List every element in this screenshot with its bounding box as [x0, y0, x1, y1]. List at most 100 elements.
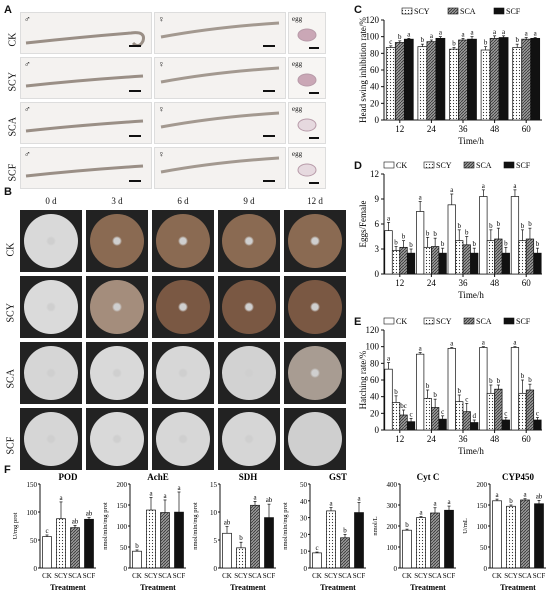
- x-tick-label: SCA: [428, 572, 442, 580]
- bar-CK: [416, 353, 425, 431]
- bar-SCF: [406, 421, 416, 431]
- plate-culture: [222, 412, 276, 466]
- y-tick-label: 40: [300, 498, 308, 506]
- bar-SCY: [518, 392, 527, 431]
- x-tick-label: SCF: [173, 572, 186, 580]
- legend-label-SCY: SCY: [414, 7, 430, 16]
- bar-CK: [479, 196, 488, 275]
- significance-letter: c: [441, 408, 444, 416]
- y-tick-label: 100: [477, 523, 488, 531]
- y-tick-label: 80: [370, 48, 380, 58]
- egg-shape: [297, 163, 317, 177]
- egg-ellipse: [297, 163, 317, 177]
- y-axis-label: U/mL: [462, 518, 469, 534]
- bar-SCA: [458, 39, 468, 121]
- x-tick-label: SCA: [338, 572, 352, 580]
- y-tick-label: 300: [387, 502, 398, 510]
- significance-letter: b: [409, 241, 413, 249]
- legend-label-SCF: SCF: [506, 7, 521, 16]
- significance-letter: b: [473, 240, 477, 248]
- bar-SCA: [399, 414, 408, 431]
- bar-SCY: [455, 240, 464, 275]
- significance-letter: b: [402, 233, 406, 241]
- y-tick-label: 100: [366, 342, 380, 352]
- significance-letter: a: [419, 509, 423, 517]
- scale-bar: [309, 182, 319, 184]
- bar-SCA: [431, 246, 440, 275]
- x-axis-label: Treatment: [140, 583, 176, 592]
- x-tick-label: 48: [490, 278, 500, 288]
- bar-SCA: [250, 504, 260, 569]
- egg-shape: [297, 28, 317, 42]
- plate-culture: [222, 346, 276, 400]
- significance-letter: a: [447, 498, 451, 506]
- y-tick-label: 150: [117, 502, 128, 510]
- significance-letter: b: [521, 222, 525, 230]
- female-nematode-image: ♀: [154, 102, 286, 144]
- female-nematode-shape: [160, 111, 280, 129]
- significance-letter: a: [513, 339, 517, 347]
- day-label: 12 d: [307, 196, 323, 206]
- x-tick-label: 24: [427, 124, 437, 134]
- bar-SCY: [385, 47, 396, 121]
- plate-culture: [90, 346, 144, 400]
- bar-SCY: [416, 517, 426, 569]
- bar-SCF: [438, 252, 447, 275]
- plate-culture: [90, 214, 144, 268]
- bar-CK: [492, 500, 502, 569]
- female-body: [160, 111, 280, 129]
- significance-letter: b: [497, 377, 501, 385]
- row-label-b-SCA: SCA: [5, 369, 17, 389]
- significance-letter: a: [450, 186, 454, 194]
- egg-image: egg: [288, 12, 326, 54]
- bar-SCF: [403, 38, 414, 121]
- x-tick-label: 48: [490, 124, 500, 134]
- panel-label-f: F: [4, 464, 11, 476]
- chart-title: Cyt C: [417, 472, 440, 482]
- significance-letter: a: [493, 28, 497, 36]
- x-tick-label: CK: [222, 572, 232, 580]
- y-tick-label: 100: [117, 523, 128, 531]
- x-axis-label: Time/h: [458, 136, 484, 146]
- significance-letter: a: [470, 29, 474, 37]
- significance-letter: ab: [86, 510, 93, 518]
- y-tick-label: 50: [480, 544, 488, 552]
- y-tick-label: 0: [375, 115, 380, 125]
- significance-letter: c: [315, 544, 318, 552]
- female-body: [160, 156, 280, 174]
- x-tick-label: 24: [427, 434, 437, 444]
- y-tick-label: 50: [30, 537, 38, 545]
- legend-swatch-CK: [383, 317, 395, 325]
- scale-bar: [129, 135, 141, 137]
- x-tick-label: SCY: [414, 572, 428, 580]
- significance-letter: b: [489, 377, 493, 385]
- panel-label-c: C: [354, 4, 362, 16]
- bar-SCY: [56, 518, 66, 569]
- y-tick-label: 150: [477, 502, 488, 510]
- petri-plate: [20, 210, 82, 272]
- legend-swatch-SCY: [401, 7, 413, 15]
- bar-SCY: [518, 240, 527, 275]
- female-nematode-image: ♀: [154, 147, 286, 189]
- significance-letter: b: [433, 230, 437, 238]
- significance-letter: b: [536, 240, 540, 248]
- bar-SCY: [455, 401, 464, 431]
- scale-bar: [309, 47, 319, 49]
- bar-SCY: [506, 505, 516, 569]
- male-nematode-image: ♂: [20, 12, 152, 54]
- x-axis-label: Treatment: [50, 583, 86, 592]
- significance-letter: a: [513, 182, 517, 190]
- male-nematode-image: ♂: [20, 147, 152, 189]
- bar-SCF: [438, 418, 447, 431]
- bar-CK: [402, 529, 412, 569]
- bar-SCF: [498, 37, 509, 121]
- bar-CK: [510, 196, 520, 275]
- scale-bar: [309, 137, 319, 139]
- x-axis-label: Time/h: [458, 290, 484, 300]
- significance-letter: a: [430, 32, 434, 40]
- legend-swatch-SCF: [493, 7, 505, 15]
- x-tick-label: SCA: [158, 572, 172, 580]
- significance-letter: b: [441, 240, 445, 248]
- significance-letter: b: [135, 542, 139, 550]
